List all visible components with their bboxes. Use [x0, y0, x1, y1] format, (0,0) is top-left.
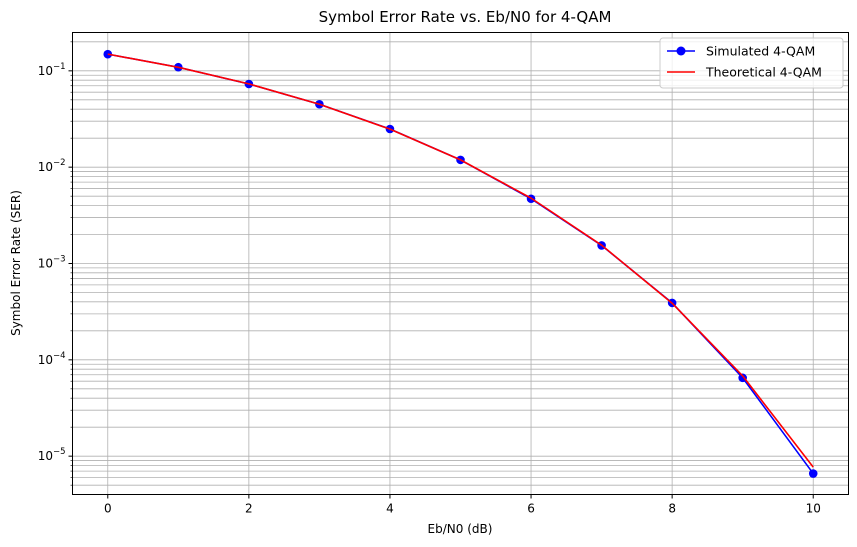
y-tick-label: 10−2 [38, 158, 66, 174]
y-tick-label: 10−3 [38, 255, 66, 271]
data-point-simulated-4-qam [738, 373, 747, 383]
y-tick-label: 10−4 [38, 351, 66, 367]
y-axis-label: Symbol Error Rate (SER) [9, 190, 23, 336]
x-tick-label: 4 [386, 502, 394, 516]
x-tick-label: 2 [245, 502, 253, 516]
x-axis-label: Eb/N0 (dB) [428, 522, 493, 536]
legend-marker-simulated [676, 46, 686, 56]
x-tick-label: 10 [806, 502, 821, 516]
x-tick-label: 0 [104, 502, 112, 516]
x-axis-ticks: 0 2 4 6 8 10 [104, 494, 821, 516]
legend-label-simulated: Simulated 4-QAM [706, 44, 815, 59]
y-tick-label: 10−1 [38, 62, 66, 78]
legend-box [659, 37, 844, 89]
y-axis-ticks: 10−1 10−2 10−3 10−4 10−5 [38, 41, 73, 486]
grid [72, 32, 849, 495]
series-line-theoretical-4-qam [107, 53, 814, 468]
chart-title: Symbol Error Rate vs. Eb/N0 for 4-QAM [319, 8, 612, 26]
x-tick-label: 8 [668, 502, 676, 516]
legend-label-theoretical: Theoretical 4-QAM [705, 65, 822, 80]
y-tick-label: 10−5 [38, 447, 66, 463]
x-tick-label: 6 [527, 502, 535, 516]
legend: Simulated 4-QAM Theoretical 4-QAM [659, 37, 844, 89]
data-point-simulated-4-qam [808, 469, 818, 478]
series-layer [103, 49, 818, 478]
